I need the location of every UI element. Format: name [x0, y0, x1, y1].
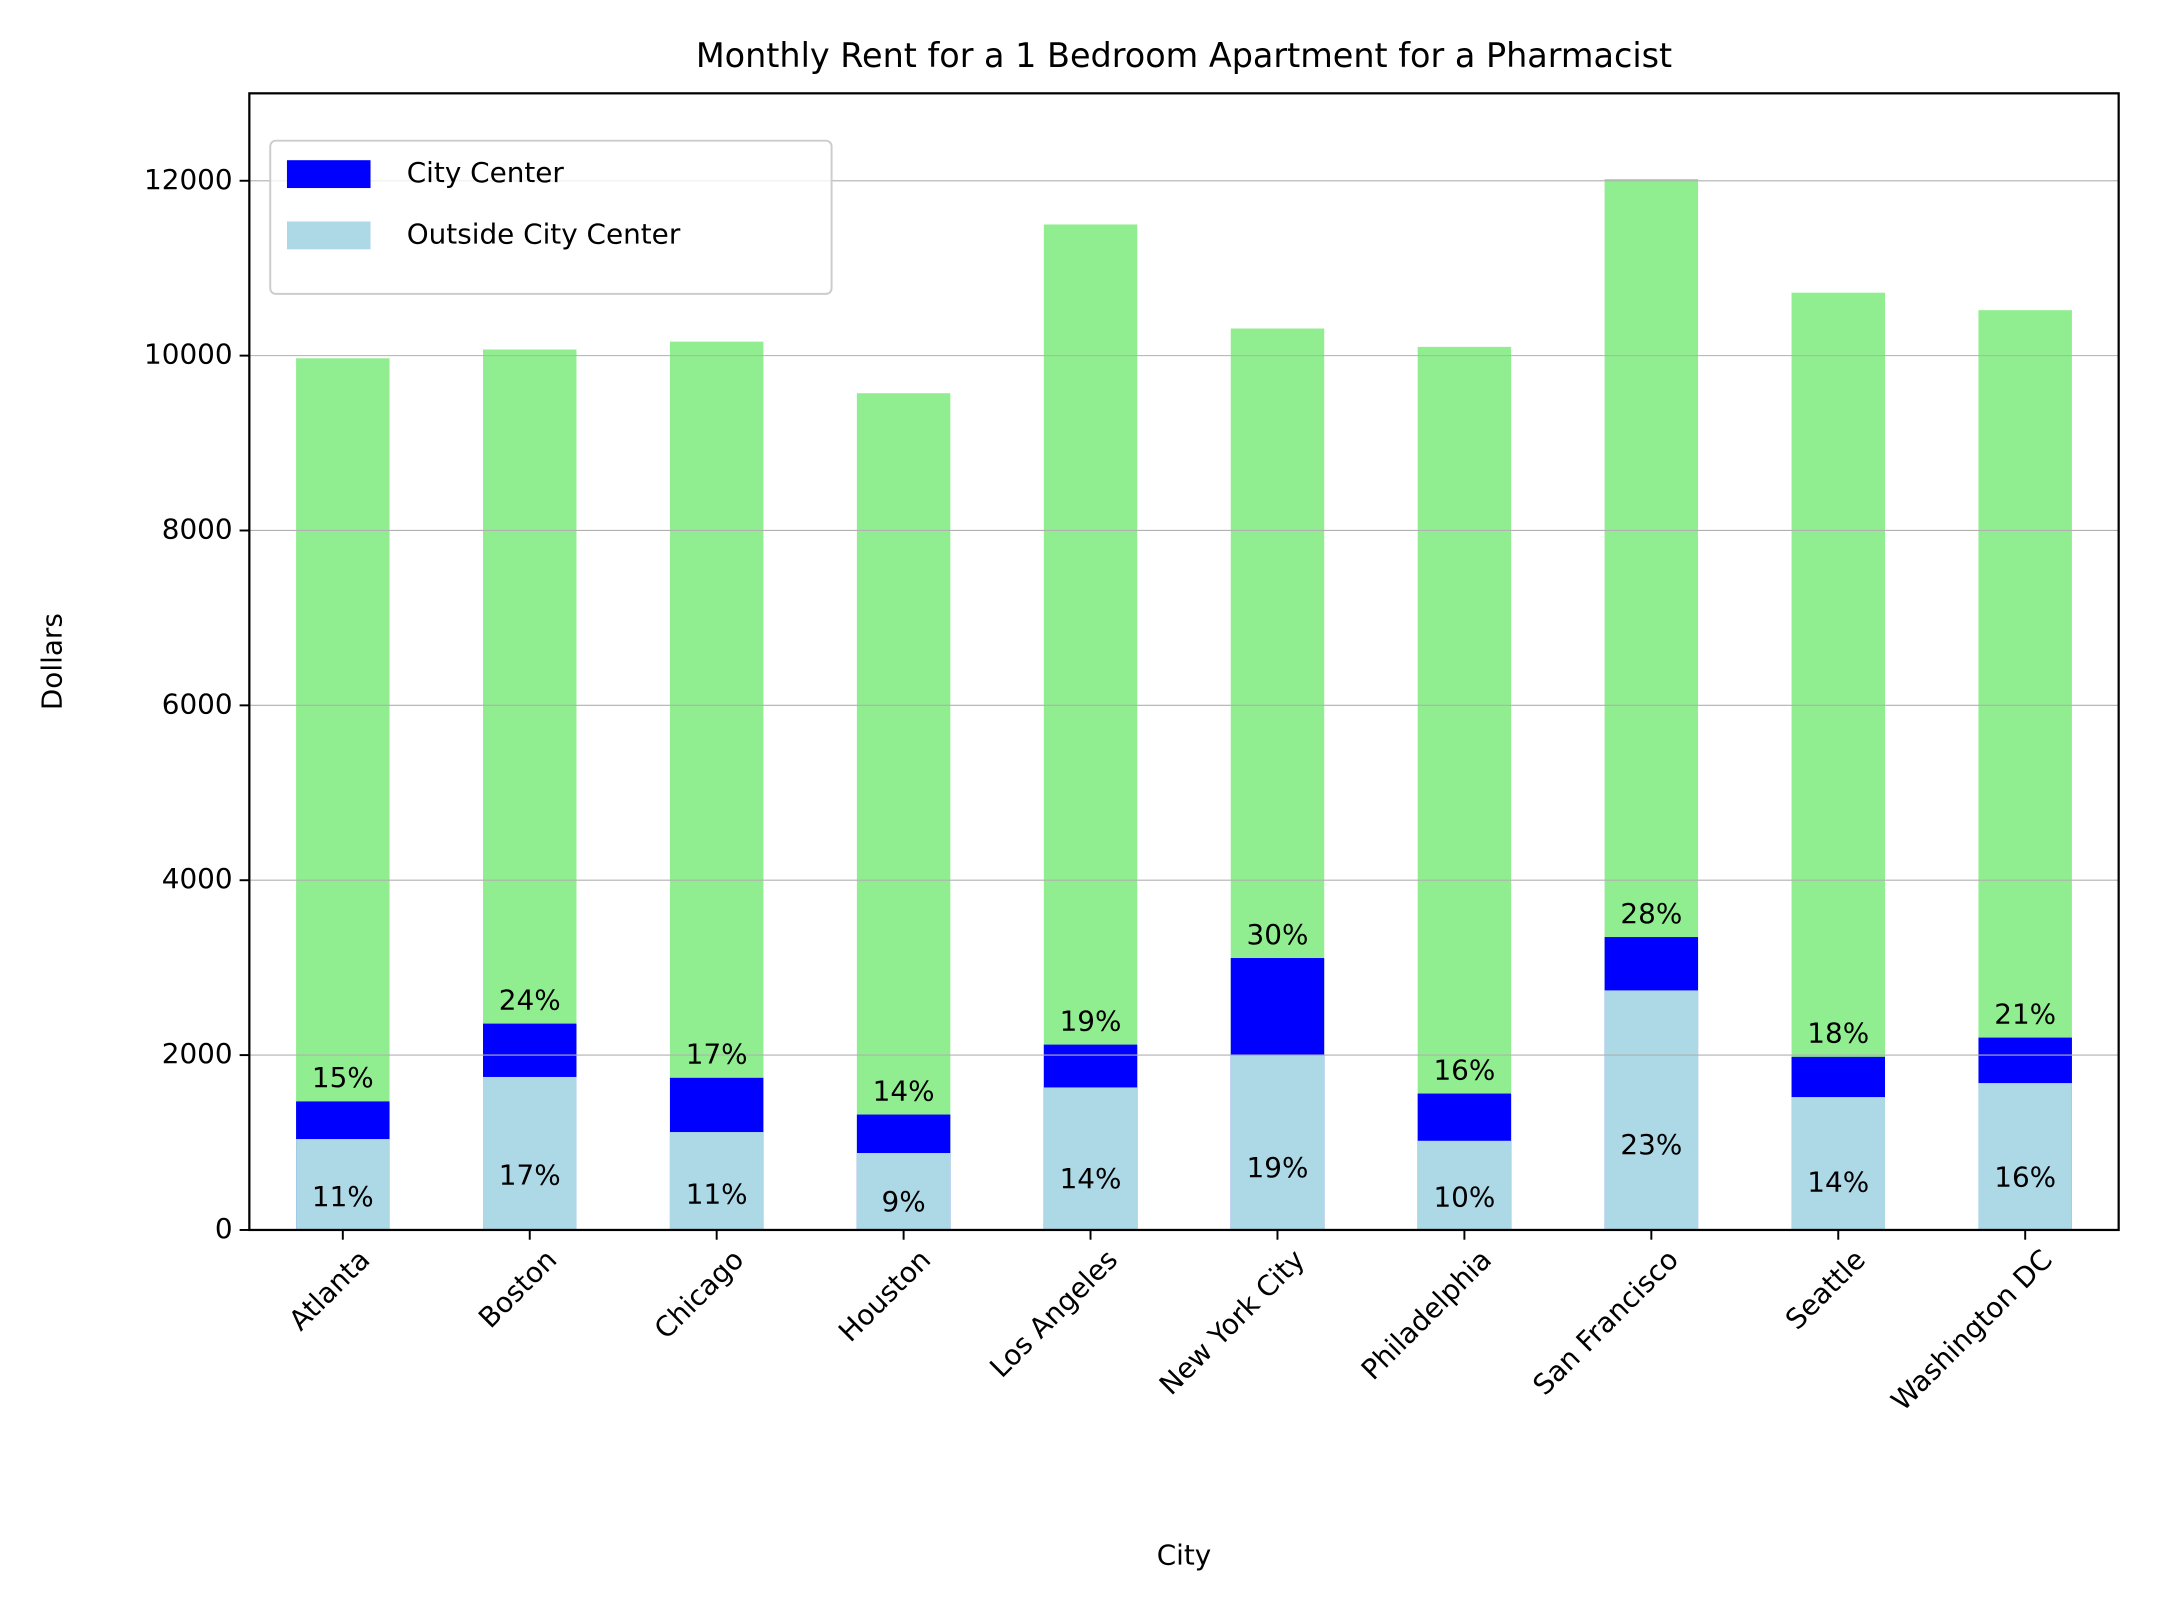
y-tick-label: 6000 — [162, 687, 233, 720]
y-tick-label: 8000 — [162, 512, 233, 545]
share-label: 18% — [1807, 1017, 1869, 1050]
x-tick-label: San Francisco — [1526, 1243, 1685, 1402]
legend-swatch — [286, 160, 371, 189]
bar — [856, 1153, 951, 1230]
share-label: 9% — [882, 1185, 926, 1218]
share-label: 16% — [1994, 1161, 2056, 1194]
x-tick-label: Atlanta — [282, 1243, 376, 1337]
x-tick-label: Boston — [472, 1243, 563, 1334]
x-tick-label: Chicago — [648, 1243, 750, 1345]
share-label: 19% — [1060, 1004, 1122, 1037]
bar — [1791, 1097, 1885, 1230]
share-label: 10% — [1433, 1181, 1495, 1214]
share-label: 14% — [1060, 1162, 1122, 1195]
share-label: 23% — [1620, 1128, 1682, 1161]
bar — [296, 1139, 390, 1230]
x-tick-label: Washington DC — [1885, 1243, 2059, 1417]
share-label: 17% — [686, 1038, 748, 1071]
bar — [1604, 990, 1699, 1230]
chart-title: Monthly Rent for a 1 Bedroom Apartment f… — [696, 36, 1672, 75]
share-label: 24% — [499, 983, 561, 1016]
bar — [856, 393, 951, 1230]
bar — [1978, 1083, 2072, 1230]
y-tick-label: 0 — [215, 1212, 233, 1245]
x-tick-label: Philadelphia — [1355, 1243, 1498, 1386]
x-tick-label: Seattle — [1779, 1243, 1872, 1336]
x-tick-label: Los Angeles — [983, 1243, 1124, 1384]
share-label: 14% — [873, 1074, 935, 1107]
bar — [483, 1076, 577, 1230]
legend-box — [269, 139, 833, 295]
bar — [1230, 1055, 1325, 1230]
share-label: 14% — [1807, 1165, 1869, 1198]
y-axis-label: Dollars — [35, 613, 68, 710]
share-label: 19% — [1247, 1151, 1309, 1184]
bar — [1417, 346, 1512, 1230]
bar — [296, 358, 390, 1230]
legend-label: City Center — [407, 156, 565, 189]
share-label: 11% — [312, 1180, 374, 1213]
y-tick-label: 10000 — [144, 338, 233, 371]
share-label: 21% — [1994, 997, 2056, 1030]
x-tick-label: New York City — [1153, 1243, 1311, 1401]
x-tick-label: Houston — [832, 1243, 937, 1348]
bar — [669, 1132, 764, 1230]
y-tick-label: 4000 — [162, 862, 233, 895]
share-label: 30% — [1247, 918, 1309, 951]
y-tick-label: 12000 — [144, 163, 233, 196]
share-label: 11% — [686, 1178, 748, 1211]
share-label: 15% — [312, 1061, 374, 1094]
x-axis-label: City — [1157, 1538, 1212, 1571]
plot-frame — [248, 92, 2120, 1232]
bar — [1043, 1087, 1138, 1230]
bar — [1417, 1140, 1512, 1230]
share-label: 28% — [1620, 897, 1682, 930]
y-tick-label: 2000 — [162, 1037, 233, 1070]
legend-swatch — [286, 221, 371, 250]
legend-label: Outside City Center — [407, 217, 681, 250]
share-label: 16% — [1433, 1053, 1495, 1086]
share-label: 17% — [499, 1158, 561, 1191]
